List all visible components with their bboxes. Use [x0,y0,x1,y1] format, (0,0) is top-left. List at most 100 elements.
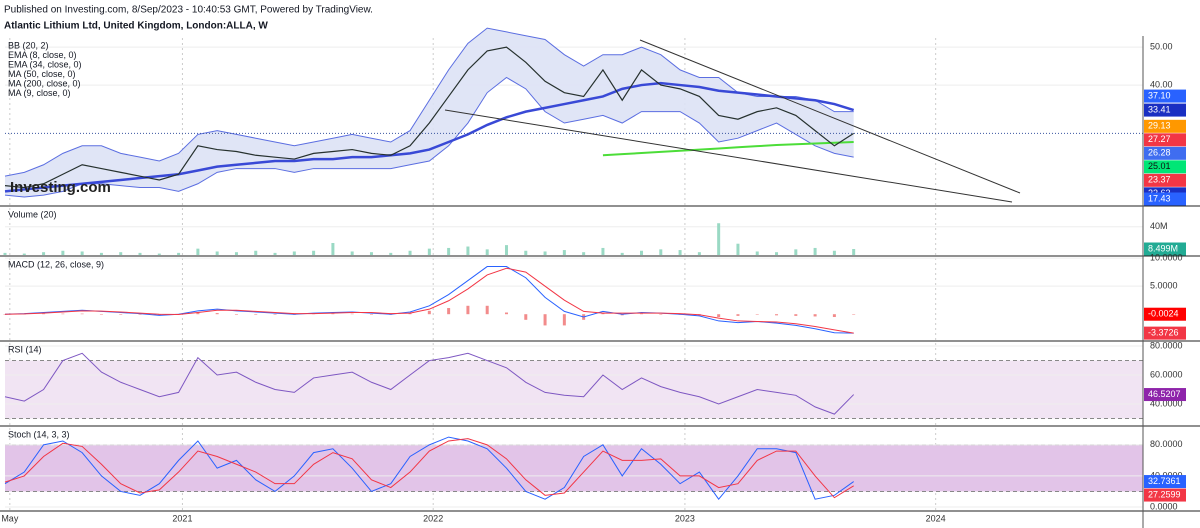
legend-label: MA (200, close, 0) [8,78,81,88]
bar [755,314,759,315]
y-tick-label: 40M [1150,221,1168,231]
bar [138,252,142,255]
bar [717,223,721,255]
bar [504,312,508,315]
bar [832,314,836,318]
subtitle: Published on Investing.com, 8/Sep/2023 -… [4,5,373,16]
band-fill [5,444,1143,492]
bar [813,247,817,255]
bar [331,243,335,255]
logo: Investing.com [10,179,111,196]
last-value-label: 37.10 [1148,90,1171,100]
x-tick-label: 2022 [423,513,443,523]
bar [408,250,412,255]
bb-upper [4,27,854,177]
bar [562,250,566,255]
y-tick-label: 60.0000 [1150,369,1183,379]
last-value-box [1144,307,1186,321]
y-tick-label: 40.0000 [1150,398,1183,408]
bar [42,252,46,255]
bar [640,250,644,255]
bar [350,313,354,315]
bar [794,314,798,316]
last-value-box [1144,192,1186,206]
last-value-label: 23.37 [1148,175,1171,185]
title: Atlantic Lithium Ltd, United Kingdom, Lo… [4,21,268,32]
bar [331,313,335,315]
bar [80,251,84,255]
bar [736,243,740,255]
bar [447,247,451,255]
bar [215,251,219,255]
bar [196,312,200,315]
bar [543,251,547,255]
bar [852,314,856,315]
bar [273,252,277,255]
last-value-box [1144,173,1186,187]
bar [427,310,431,315]
x-tick-label: May [1,513,19,523]
bar [659,249,663,255]
bar [543,314,547,326]
bar [196,248,200,255]
legend-label: MA (50, close, 0) [8,69,76,79]
series-line [602,140,854,157]
legend-label: Volume (20) [8,209,57,219]
last-value-box [1144,133,1186,147]
last-value-label: 8.499M [1148,243,1178,253]
last-value-box [1144,488,1186,502]
bar [466,305,470,315]
bar [659,314,663,315]
last-value-label: 17.43 [1148,193,1171,203]
bb-lower [4,76,854,198]
last-value-label: 27.27 [1148,134,1171,144]
series-line [4,267,854,334]
bar [755,251,759,255]
bar [832,250,836,255]
bar [678,250,682,255]
bar [524,250,528,255]
trend-line [444,109,1013,203]
legend-label: RSI (14) [8,344,42,354]
x-tick-label: 2024 [926,513,946,523]
last-value-label: 26.28 [1148,148,1171,158]
last-value-label: 29.13 [1148,121,1171,131]
last-value-label: 46.5207 [1148,389,1181,399]
series-line [4,352,855,415]
y-tick-label: 40.00 [1150,79,1173,89]
bar [254,314,258,315]
bar [138,314,142,315]
bar [504,245,508,255]
bar [427,248,431,255]
bar [234,314,238,315]
bar [852,249,856,255]
bar [22,253,26,255]
legend-label: MA (9, close, 0) [8,88,71,98]
last-value-box [1144,475,1186,489]
series-line [4,436,854,501]
last-value-label: -3.3726 [1148,327,1179,337]
legend-label: MACD (12, 26, close, 9) [8,259,104,269]
bar [80,313,84,315]
last-value-box [1144,326,1186,340]
legend-label: Stoch (14, 3, 3) [8,429,70,439]
bar [3,252,7,255]
series-line [4,46,855,189]
bar [99,252,103,255]
bar [408,313,412,315]
bar [61,313,65,315]
bar [775,252,779,255]
bar [717,314,721,318]
bar [350,251,354,255]
bar [736,314,740,316]
y-tick-label: 50.00 [1150,41,1173,51]
bar [582,252,586,255]
bar [3,314,7,315]
bar [447,308,451,315]
bar [234,252,238,255]
bar [775,314,779,316]
y-tick-label: 5.0000 [1150,281,1178,291]
bar [697,252,701,255]
